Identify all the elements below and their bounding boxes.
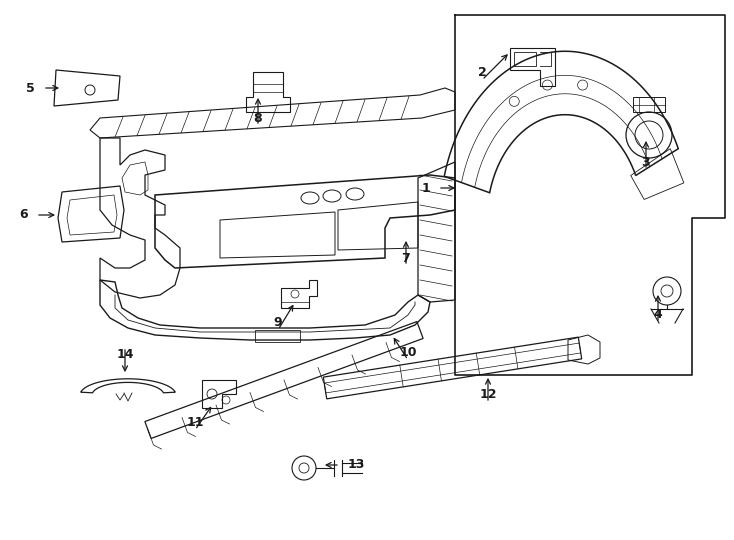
Text: 14: 14 [116, 348, 134, 361]
Text: 11: 11 [186, 415, 204, 429]
Text: 13: 13 [348, 458, 366, 471]
Text: 4: 4 [653, 308, 662, 321]
Text: 1: 1 [421, 181, 430, 194]
Text: 6: 6 [19, 208, 28, 221]
Text: 5: 5 [26, 82, 35, 94]
Text: 3: 3 [642, 156, 650, 168]
Text: 2: 2 [478, 65, 487, 78]
Text: 9: 9 [274, 315, 283, 328]
Text: 10: 10 [399, 346, 417, 359]
Text: 8: 8 [254, 111, 262, 125]
Text: 7: 7 [401, 252, 410, 265]
Text: 12: 12 [479, 388, 497, 402]
